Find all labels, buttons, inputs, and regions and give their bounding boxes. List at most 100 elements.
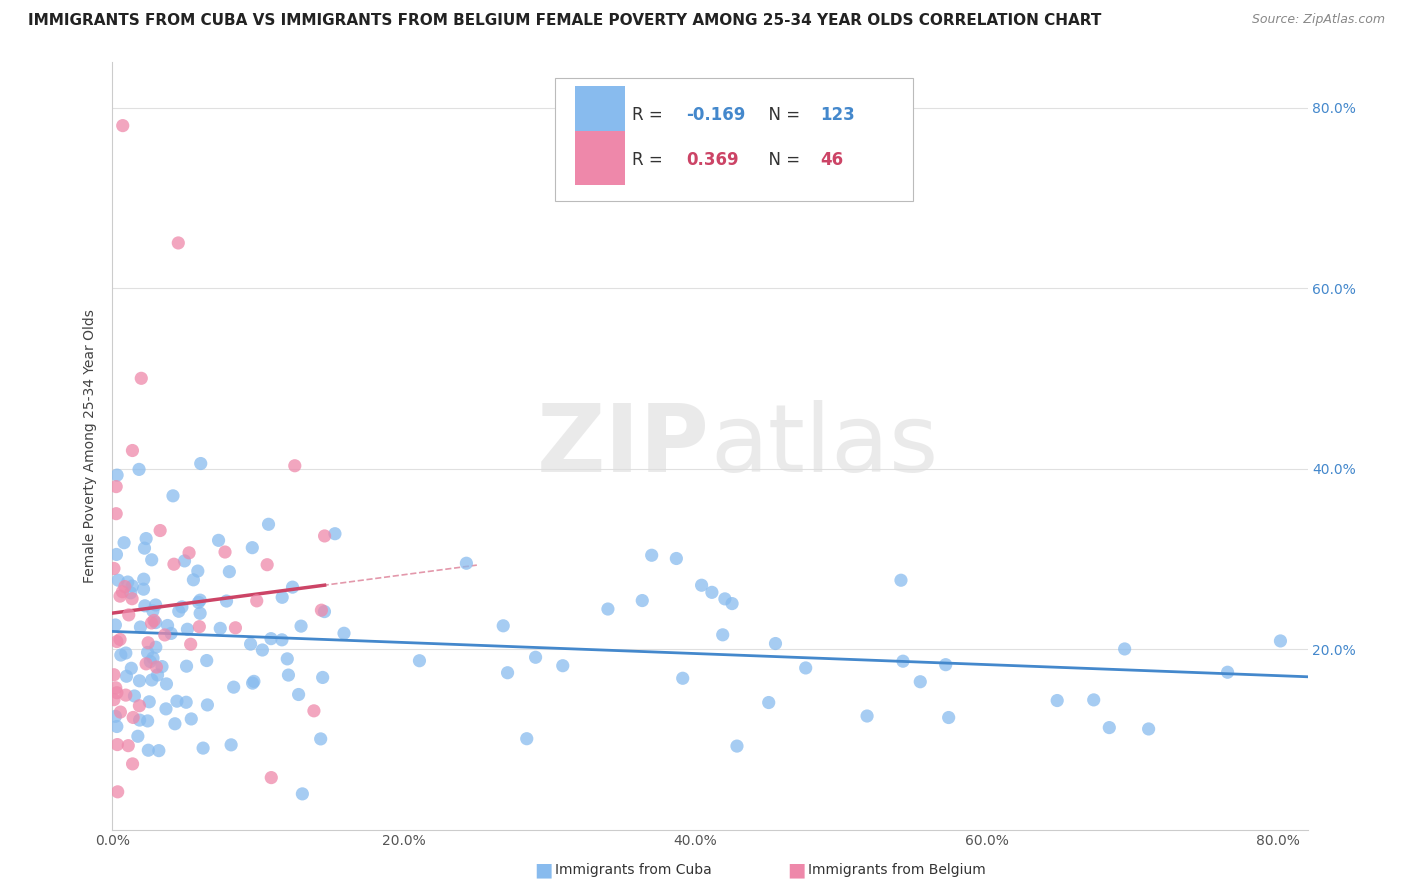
- Point: [690, 578, 713, 592]
- Point: [163, 716, 186, 731]
- Point: [121, 591, 143, 606]
- Point: [195, 654, 218, 668]
- Point: [910, 674, 932, 689]
- Point: [105, 719, 128, 733]
- Point: [114, 688, 136, 702]
- Point: [112, 535, 135, 549]
- Text: 123: 123: [820, 105, 855, 124]
- FancyBboxPatch shape: [554, 78, 914, 201]
- Text: -0.169: -0.169: [686, 105, 745, 124]
- Point: [103, 692, 125, 706]
- Point: [271, 591, 294, 605]
- Text: R =: R =: [633, 105, 668, 124]
- FancyBboxPatch shape: [575, 131, 626, 186]
- Point: [188, 593, 211, 607]
- Point: [128, 713, 150, 727]
- Point: [260, 771, 283, 785]
- Point: [219, 738, 242, 752]
- Point: [120, 661, 142, 675]
- Point: [665, 551, 688, 566]
- Point: [146, 668, 169, 682]
- Point: [408, 654, 430, 668]
- Point: [176, 622, 198, 636]
- Point: [197, 698, 219, 712]
- Point: [252, 643, 274, 657]
- Point: [156, 618, 179, 632]
- Point: [891, 654, 914, 668]
- Point: [174, 695, 197, 709]
- Point: [132, 582, 155, 597]
- Point: [276, 652, 298, 666]
- Point: [142, 651, 165, 665]
- Point: [136, 714, 159, 728]
- Point: [287, 688, 309, 702]
- Point: [243, 674, 266, 689]
- Text: atlas: atlas: [710, 400, 938, 492]
- Point: [765, 636, 787, 650]
- Point: [105, 548, 128, 562]
- Point: [890, 573, 912, 587]
- Point: [246, 594, 269, 608]
- Point: [935, 657, 957, 672]
- Point: [1216, 665, 1239, 680]
- Point: [135, 657, 157, 671]
- Point: [167, 604, 190, 618]
- Point: [938, 710, 960, 724]
- Point: [141, 553, 163, 567]
- Point: [188, 607, 211, 621]
- Point: [121, 756, 143, 771]
- Point: [118, 607, 141, 622]
- Point: [1114, 642, 1136, 657]
- Text: Immigrants from Cuba: Immigrants from Cuba: [555, 863, 711, 877]
- Point: [115, 646, 138, 660]
- Point: [209, 621, 232, 635]
- Point: [176, 659, 198, 673]
- Text: N =: N =: [758, 151, 806, 169]
- Point: [134, 541, 156, 556]
- Point: [139, 655, 162, 669]
- Point: [128, 462, 150, 476]
- Point: [121, 443, 143, 458]
- Point: [104, 681, 127, 695]
- Point: [239, 637, 262, 651]
- Point: [290, 619, 312, 633]
- Point: [191, 741, 214, 756]
- Point: [302, 704, 325, 718]
- Point: [104, 618, 127, 632]
- Text: 46: 46: [820, 151, 844, 169]
- Point: [725, 739, 748, 753]
- Point: [177, 546, 200, 560]
- Point: [856, 709, 879, 723]
- Point: [155, 677, 177, 691]
- Point: [496, 665, 519, 680]
- Text: 0.369: 0.369: [686, 151, 738, 169]
- Point: [124, 689, 146, 703]
- Point: [145, 615, 167, 630]
- Point: [136, 743, 159, 757]
- Point: [107, 785, 129, 799]
- Point: [115, 669, 138, 683]
- Text: ZIP: ZIP: [537, 400, 710, 492]
- Point: [148, 744, 170, 758]
- Text: Immigrants from Belgium: Immigrants from Belgium: [808, 863, 986, 877]
- Point: [277, 668, 299, 682]
- Point: [138, 695, 160, 709]
- Point: [672, 671, 695, 685]
- Point: [105, 686, 128, 700]
- Point: [183, 573, 205, 587]
- Point: [187, 595, 209, 609]
- Point: [214, 545, 236, 559]
- Point: [1083, 693, 1105, 707]
- Point: [127, 729, 149, 743]
- Point: [117, 739, 139, 753]
- Point: [551, 658, 574, 673]
- Point: [596, 602, 619, 616]
- Text: R =: R =: [633, 151, 668, 169]
- Point: [714, 591, 737, 606]
- Point: [456, 556, 478, 570]
- Point: [145, 640, 167, 655]
- Point: [128, 698, 150, 713]
- Point: [721, 597, 744, 611]
- Point: [309, 731, 332, 746]
- Point: [284, 458, 307, 473]
